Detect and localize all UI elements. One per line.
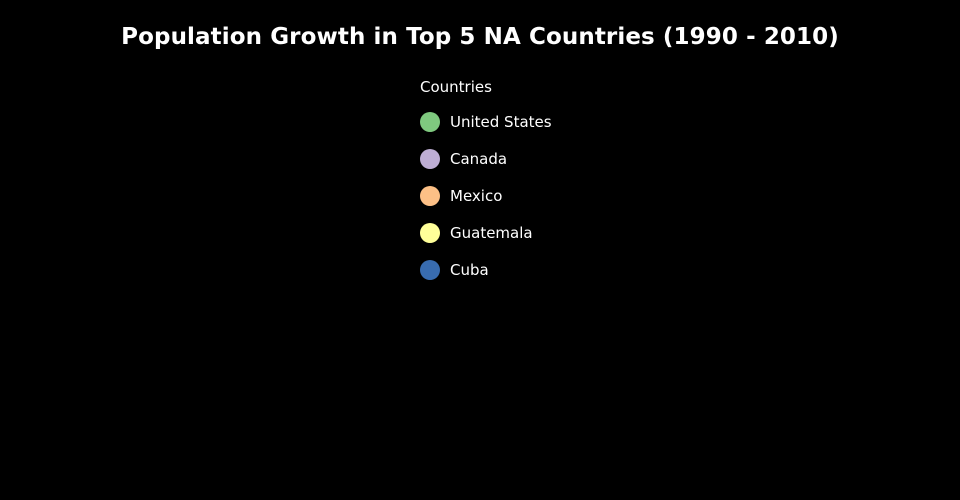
- legend-item[interactable]: Mexico: [420, 186, 552, 206]
- legend-swatch: [420, 223, 440, 243]
- legend-label: Mexico: [450, 187, 503, 205]
- legend: Countries United States Canada Mexico Guate…: [420, 77, 552, 297]
- legend-label: Guatemala: [450, 224, 533, 242]
- legend-item[interactable]: Cuba: [420, 260, 552, 280]
- legend-label: Canada: [450, 150, 508, 168]
- chart-title: Population Growth in Top 5 NA Countries …: [121, 24, 839, 50]
- legend-label: United States: [450, 113, 552, 131]
- legend-swatch: [420, 260, 440, 280]
- legend-swatch: [420, 149, 440, 169]
- legend-swatch: [420, 112, 440, 132]
- legend-label: Cuba: [450, 261, 489, 279]
- legend-items: United States Canada Mexico Guatemala Cuba: [420, 112, 552, 280]
- plot-area: [0, 300, 960, 500]
- legend-swatch: [420, 186, 440, 206]
- legend-item[interactable]: Canada: [420, 149, 552, 169]
- legend-item[interactable]: Guatemala: [420, 223, 552, 243]
- legend-item[interactable]: United States: [420, 112, 552, 132]
- legend-title: Countries: [420, 78, 492, 96]
